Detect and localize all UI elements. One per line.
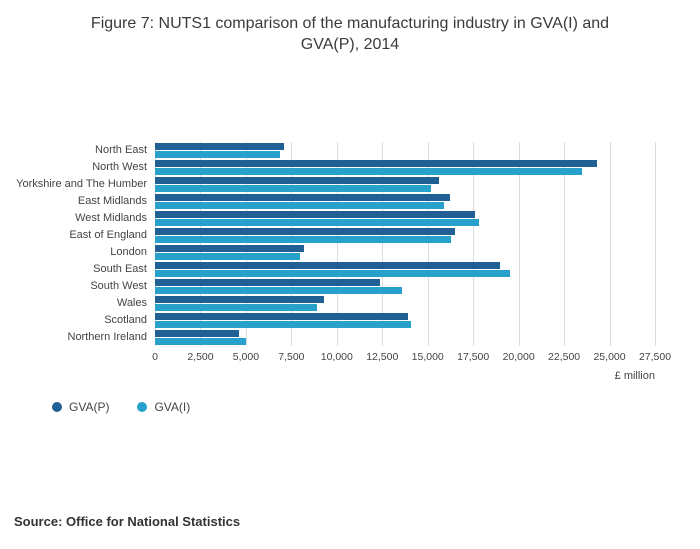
category-label: Northern Ireland <box>67 330 148 343</box>
x-tick-label: 15,000 <box>411 350 444 363</box>
bar-gvai <box>155 286 403 294</box>
bar-gvap <box>155 261 501 269</box>
bar-gvap <box>155 227 455 235</box>
category-label: North West <box>92 160 147 173</box>
x-axis: 0 2,500 5,000 7,500 10,000 12,500 15,000 17,500… <box>152 346 671 363</box>
legend-item-gvai[interactable]: GVA(I) <box>137 400 190 414</box>
x-axis-title: £ million <box>614 369 655 382</box>
gridline <box>291 141 293 346</box>
x-tick-label: 22,500 <box>548 350 581 363</box>
gridlines <box>155 141 656 346</box>
bar-group <box>155 227 655 244</box>
x-tick-label: 7,500 <box>278 350 305 363</box>
bar-group <box>155 193 655 210</box>
bar-gvap <box>155 193 450 201</box>
bar-group <box>155 329 655 346</box>
bar-gvap <box>155 329 239 337</box>
gvap-marker-icon <box>52 401 62 412</box>
bar-group <box>155 210 655 227</box>
bar-gvai <box>155 218 479 226</box>
gridline <box>564 141 566 346</box>
x-tick-label: 27,500 <box>638 350 672 363</box>
bar-group <box>155 261 655 278</box>
bar-gvap <box>155 210 475 218</box>
bar-group <box>155 295 655 312</box>
gridline <box>155 141 156 346</box>
bar-gvap <box>155 295 325 303</box>
bar-gvai <box>155 184 432 192</box>
bar-group <box>155 142 655 159</box>
gridline <box>336 141 338 346</box>
gridline <box>609 141 611 346</box>
category-label: West Midlands <box>75 211 147 224</box>
bar-gvai <box>155 303 317 311</box>
gridline <box>518 141 520 346</box>
bar-gvap <box>155 159 597 167</box>
gridline <box>200 141 202 346</box>
legend-item-gvap[interactable]: GVA(P) <box>52 400 109 414</box>
bar-group <box>155 244 655 261</box>
x-tick-label: 0 <box>152 350 158 363</box>
gridline <box>427 141 429 346</box>
bar-group <box>155 278 655 295</box>
x-tick-label: 10,000 <box>320 350 353 363</box>
gridline <box>382 141 384 346</box>
category-label: East of England <box>69 228 147 241</box>
bar-gvap <box>155 244 305 252</box>
gridline <box>245 141 247 346</box>
bar-gvap <box>155 278 381 286</box>
bar-series <box>155 142 655 346</box>
category-label: South West <box>90 279 147 292</box>
bar-group <box>155 312 655 329</box>
x-tick-label: 25,000 <box>593 350 626 363</box>
chart-title: Figure 7: NUTS1 comparison of the manufa… <box>90 15 610 53</box>
bar-gvai <box>155 167 583 175</box>
bar-gvai <box>155 150 281 158</box>
bar-group <box>155 159 655 176</box>
category-label: East Midlands <box>77 194 147 207</box>
gridline <box>655 141 656 346</box>
bar-gvap <box>155 142 285 150</box>
bar-gvai <box>155 252 301 260</box>
plot-wrap: North East North West Yorkshire and The Hu… <box>0 141 700 346</box>
category-label: Scotland <box>104 313 147 326</box>
x-tick-label: 12,500 <box>366 350 399 363</box>
bar-gvai <box>155 337 246 345</box>
bar-gvai <box>155 201 445 209</box>
y-axis-labels: North East North West Yorkshire and The Hu… <box>0 142 155 346</box>
x-tick-label: 17,500 <box>457 350 490 363</box>
gridline <box>473 141 475 346</box>
x-tick-label: 5,000 <box>232 350 260 363</box>
legend-label-gvap: GVA(P) <box>69 399 110 414</box>
bar-gvai <box>155 269 510 277</box>
category-label: Yorkshire and The Humber <box>16 177 147 190</box>
plot-area <box>155 141 656 346</box>
bar-gvai <box>155 320 412 328</box>
source-text: Source: Office for National Statistics <box>14 514 241 529</box>
category-label: London <box>110 245 147 258</box>
bar-gvap <box>155 176 439 184</box>
bar-gvap <box>155 312 408 320</box>
bar-chart: North East North West Yorkshire and The Hu… <box>0 141 700 414</box>
bar-group <box>155 176 655 193</box>
x-tick-label: 20,000 <box>502 350 535 363</box>
gvai-marker-icon <box>137 401 148 412</box>
category-label: Wales <box>116 296 147 309</box>
category-label: North East <box>95 143 147 156</box>
bar-gvai <box>155 235 452 243</box>
category-label: South East <box>93 262 147 275</box>
x-tick-label: 2,500 <box>187 350 214 363</box>
legend-label-gvai: GVA(I) <box>154 399 191 414</box>
legend: GVA(P) GVA(I) <box>52 400 700 414</box>
